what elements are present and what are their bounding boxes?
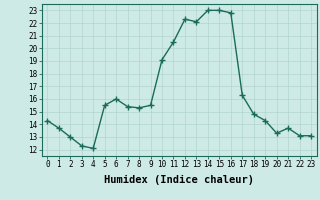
X-axis label: Humidex (Indice chaleur): Humidex (Indice chaleur) [104,175,254,185]
